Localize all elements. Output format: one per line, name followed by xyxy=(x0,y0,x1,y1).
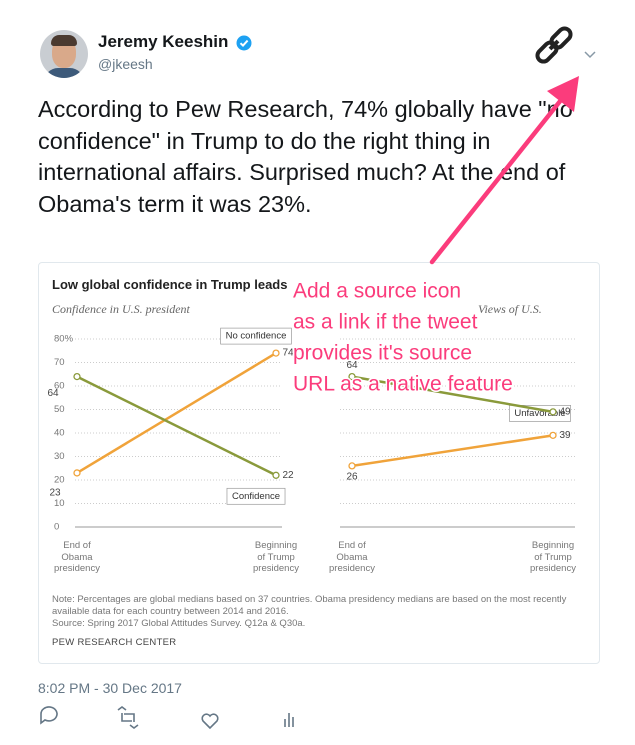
line xyxy=(351,375,554,414)
line xyxy=(76,352,277,475)
y-tick-label: 0 xyxy=(54,522,59,533)
like-icon[interactable] xyxy=(201,713,219,730)
marker xyxy=(73,469,81,477)
line xyxy=(76,375,277,477)
user-handle[interactable]: @jkeesh xyxy=(98,56,153,72)
chart-subtitle: Views of U.S. xyxy=(478,302,542,316)
retweet-icon[interactable] xyxy=(117,706,139,729)
reply-icon[interactable] xyxy=(40,706,58,725)
avatar-hair xyxy=(51,35,77,46)
y-tick-label: 40 xyxy=(54,428,65,439)
x-tick-label: End of Obama presidency xyxy=(54,540,100,574)
marker xyxy=(549,431,557,440)
marker xyxy=(348,372,356,381)
card-note: Note: Percentages are global medians bas… xyxy=(52,594,567,617)
value-label: 39 xyxy=(559,430,571,441)
value-label: 23 xyxy=(49,488,61,499)
value-label: 26 xyxy=(346,472,358,483)
value-label: 74 xyxy=(282,348,294,359)
series-label-box xyxy=(226,487,286,505)
tweet-text: According to Pew Research, 74% globally … xyxy=(38,96,573,217)
x-tick-label: End of Obama presidency xyxy=(329,540,375,574)
analytics-icon[interactable] xyxy=(284,713,294,727)
card-credit: PEW RESEARCH CENTER xyxy=(52,637,177,648)
card-title: Low global confidence in Trump leads xyxy=(52,277,288,292)
value-label: 64 xyxy=(346,360,358,371)
marker xyxy=(73,372,81,381)
series-label-box xyxy=(220,327,292,345)
badge-circle xyxy=(236,35,252,51)
value-label: 49 xyxy=(559,406,571,417)
link-icon[interactable] xyxy=(535,26,573,64)
legend-label: Confidence xyxy=(232,491,280,502)
badge-check xyxy=(239,39,249,48)
y-tick-label: 30 xyxy=(54,451,65,462)
marker xyxy=(549,408,557,416)
value-label: 22 xyxy=(282,470,294,481)
annotation-text: as a link if the tweet xyxy=(293,311,478,334)
verified-badge xyxy=(236,35,252,51)
y-tick-label: 10 xyxy=(54,498,65,509)
y-tick-label: 20 xyxy=(54,475,65,486)
y-tick-label: 70 xyxy=(54,357,65,368)
annotation-arrowhead xyxy=(547,76,579,112)
y-tick-label: 80% xyxy=(54,334,74,345)
value-label: 64 xyxy=(47,388,59,399)
action-icons xyxy=(40,706,294,730)
legend-label: No confidence xyxy=(226,331,287,342)
card-source: Source: Spring 2017 Global Attitudes Sur… xyxy=(52,618,306,629)
chart-subtitle: Confidence in U.S. president xyxy=(52,302,190,316)
x-tick-label: Beginning of Trump presidency xyxy=(530,540,576,574)
line xyxy=(351,434,554,468)
avatar[interactable] xyxy=(40,30,88,78)
menu-caret[interactable] xyxy=(584,51,596,59)
annotation-text: Add a source icon xyxy=(293,280,461,303)
x-tick-label: Beginning of Trump presidency xyxy=(253,540,299,574)
y-tick-label: 60 xyxy=(54,381,65,392)
marker xyxy=(272,471,280,479)
user-name[interactable]: Jeremy Keeshin xyxy=(98,32,229,51)
annotation-arrow xyxy=(429,97,564,265)
marker xyxy=(348,462,356,470)
annotation-text: provides it's source xyxy=(293,342,472,365)
legend-label: Unfavorable xyxy=(514,408,565,419)
chart-card[interactable] xyxy=(38,262,600,664)
link-bar xyxy=(548,39,560,51)
timestamp[interactable]: 8:02 PM - 30 Dec 2017 xyxy=(38,680,182,696)
avatar-shirt xyxy=(44,68,84,78)
y-tick-label: 50 xyxy=(54,404,65,415)
annotation-text: URL as a native feature xyxy=(293,373,513,396)
marker xyxy=(272,349,280,357)
